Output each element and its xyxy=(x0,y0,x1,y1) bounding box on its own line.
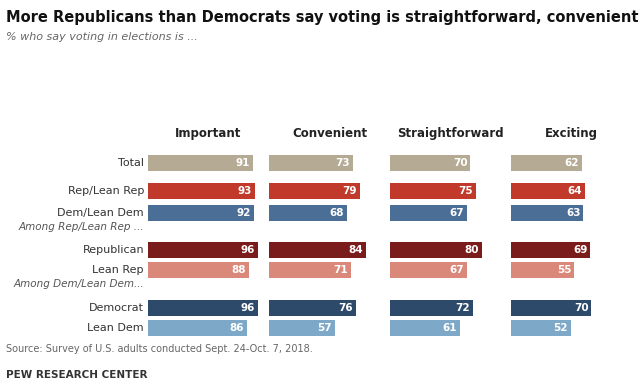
Bar xyxy=(148,262,249,278)
Bar xyxy=(511,300,591,316)
Text: 93: 93 xyxy=(237,186,252,196)
Text: 73: 73 xyxy=(335,158,350,168)
Bar xyxy=(511,155,582,171)
Text: 55: 55 xyxy=(557,265,572,275)
Text: Among Dem/Lean Dem...: Among Dem/Lean Dem... xyxy=(13,279,144,289)
Text: 64: 64 xyxy=(567,186,582,196)
Text: 67: 67 xyxy=(449,265,464,275)
Bar xyxy=(269,262,351,278)
Text: 79: 79 xyxy=(342,186,357,196)
Text: PEW RESEARCH CENTER: PEW RESEARCH CENTER xyxy=(6,370,147,380)
Text: 84: 84 xyxy=(348,245,362,255)
Bar xyxy=(390,205,467,221)
Bar xyxy=(511,320,571,336)
Bar xyxy=(390,320,460,336)
Bar xyxy=(269,183,360,199)
Text: 71: 71 xyxy=(333,265,348,275)
Text: Rep/Lean Rep: Rep/Lean Rep xyxy=(68,186,144,196)
Text: 96: 96 xyxy=(241,303,255,313)
Bar xyxy=(511,242,590,258)
Bar xyxy=(511,183,584,199)
Text: 91: 91 xyxy=(236,158,250,168)
Text: 86: 86 xyxy=(229,323,244,333)
Bar xyxy=(148,183,255,199)
Text: More Republicans than Democrats say voting is straightforward, convenient: More Republicans than Democrats say voti… xyxy=(6,10,639,25)
Text: 62: 62 xyxy=(564,158,579,168)
Text: % who say voting in elections is ...: % who say voting in elections is ... xyxy=(6,32,198,42)
Text: 80: 80 xyxy=(465,245,479,255)
Bar xyxy=(390,262,467,278)
Text: Straightforward: Straightforward xyxy=(397,127,504,140)
Bar xyxy=(390,300,473,316)
Text: 76: 76 xyxy=(339,303,353,313)
Bar xyxy=(269,300,356,316)
Bar xyxy=(390,155,470,171)
Text: 70: 70 xyxy=(453,158,467,168)
Text: 57: 57 xyxy=(317,323,332,333)
Text: 61: 61 xyxy=(443,323,457,333)
Bar xyxy=(511,262,574,278)
Text: Important: Important xyxy=(175,127,242,140)
Text: Democrat: Democrat xyxy=(89,303,144,313)
Text: 96: 96 xyxy=(241,245,255,255)
Bar xyxy=(148,242,259,258)
Text: 63: 63 xyxy=(566,208,580,218)
Bar xyxy=(148,205,253,221)
Bar xyxy=(511,205,584,221)
Text: 68: 68 xyxy=(330,208,344,218)
Bar xyxy=(148,300,259,316)
Bar xyxy=(269,205,347,221)
Text: 92: 92 xyxy=(236,208,251,218)
Text: Exciting: Exciting xyxy=(545,127,598,140)
Text: Source: Survey of U.S. adults conducted Sept. 24-Oct. 7, 2018.: Source: Survey of U.S. adults conducted … xyxy=(6,344,313,354)
Bar xyxy=(390,183,476,199)
Bar xyxy=(390,242,482,258)
Text: 70: 70 xyxy=(574,303,588,313)
Text: 67: 67 xyxy=(449,208,464,218)
Text: 52: 52 xyxy=(553,323,568,333)
Bar xyxy=(269,242,365,258)
Text: Among Rep/Lean Rep ...: Among Rep/Lean Rep ... xyxy=(19,222,144,232)
Bar xyxy=(269,320,335,336)
Text: Convenient: Convenient xyxy=(292,127,367,140)
Bar xyxy=(148,155,253,171)
Text: 72: 72 xyxy=(455,303,470,313)
Text: Lean Rep: Lean Rep xyxy=(93,265,144,275)
Text: Lean Dem: Lean Dem xyxy=(88,323,144,333)
Bar xyxy=(148,320,247,336)
Text: 75: 75 xyxy=(459,186,473,196)
Text: Total: Total xyxy=(118,158,144,168)
Text: Republican: Republican xyxy=(83,245,144,255)
Text: 69: 69 xyxy=(573,245,588,255)
Text: 88: 88 xyxy=(232,265,246,275)
Bar xyxy=(269,155,353,171)
Text: Dem/Lean Dem: Dem/Lean Dem xyxy=(58,208,144,218)
